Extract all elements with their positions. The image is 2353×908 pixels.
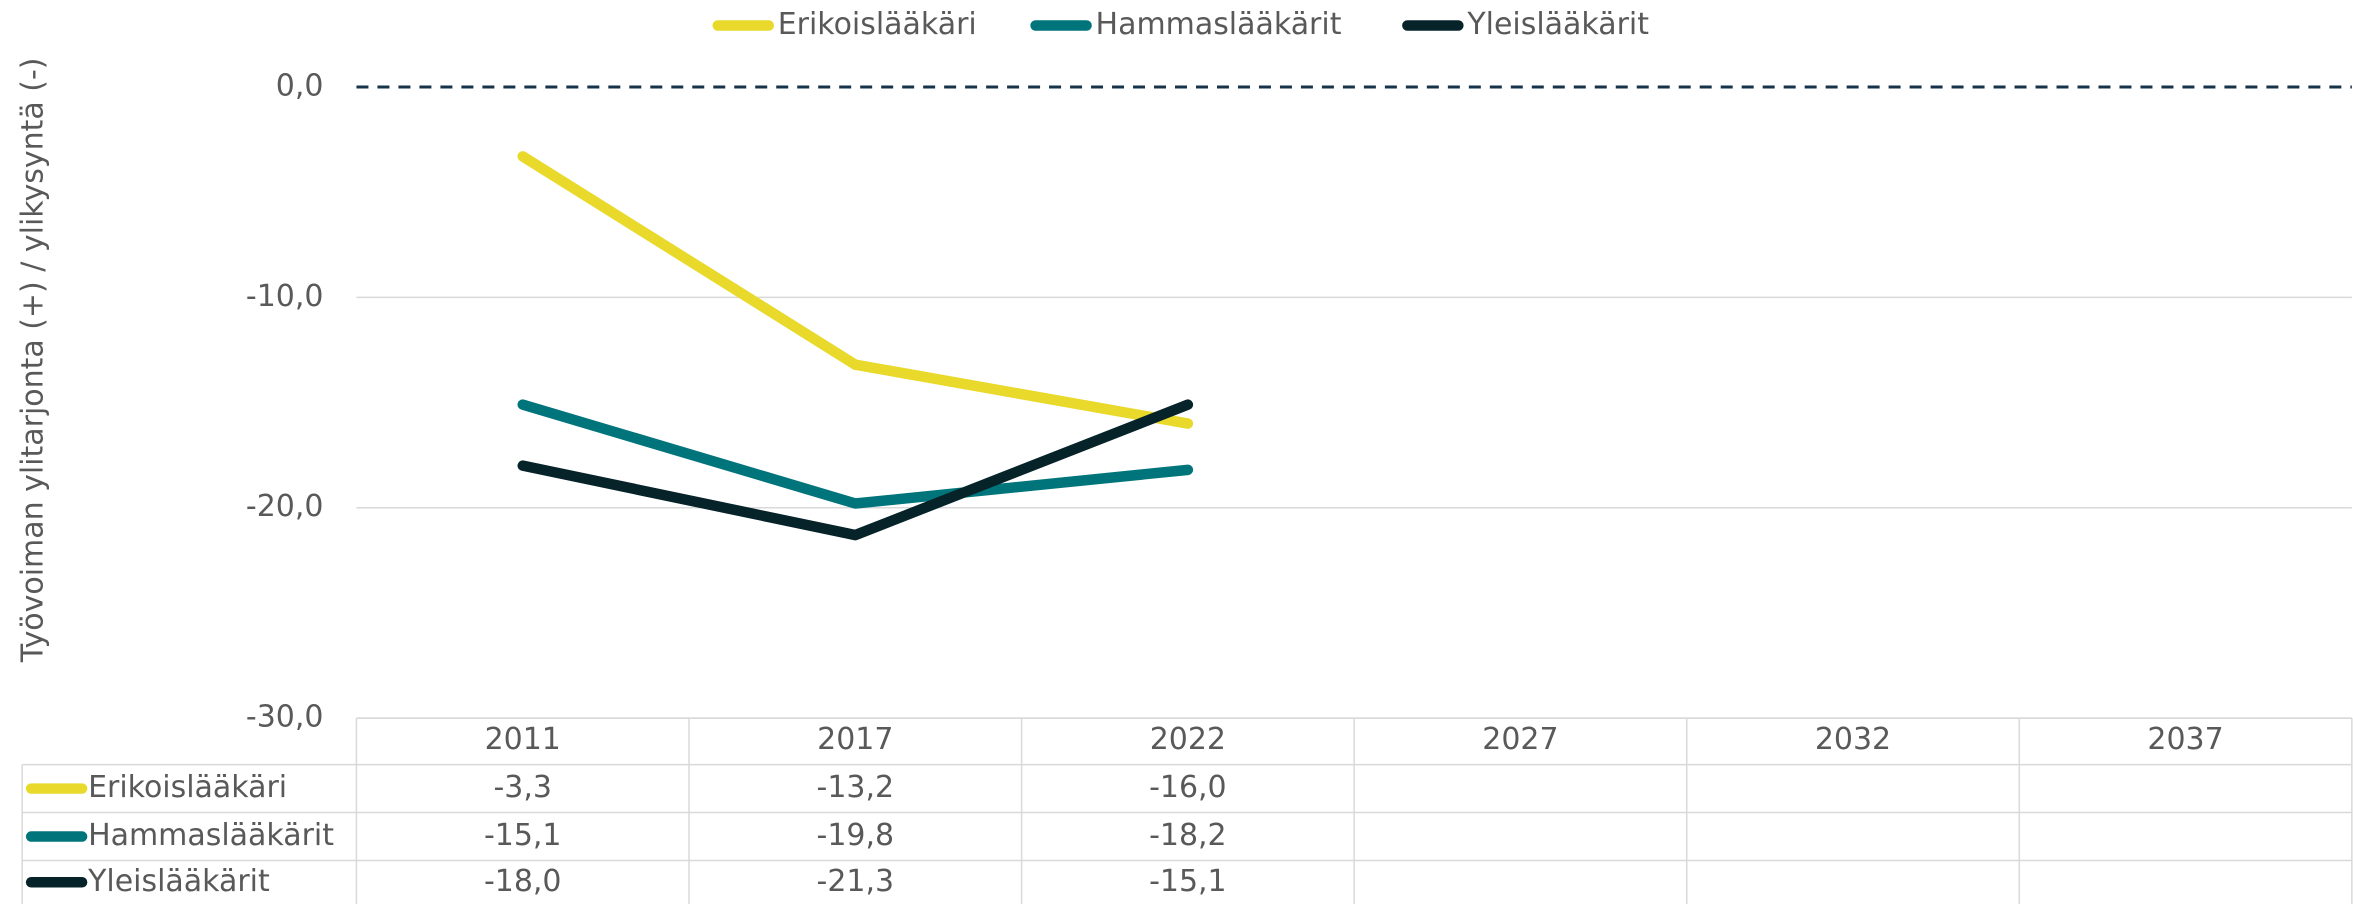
y-tick-label: -20,0 xyxy=(246,489,324,524)
x-tick-label: 2027 xyxy=(1482,722,1558,757)
legend-label: Hammaslääkärit xyxy=(1096,7,1342,42)
y-axis-label: Työvoiman ylitarjonta (+) / ylikysyntä (… xyxy=(16,58,51,664)
legend-label: Erikoislääkäri xyxy=(778,7,977,42)
line-series xyxy=(517,151,1194,429)
table-value: -18,0 xyxy=(484,864,562,899)
legend-label: Yleislääkärit xyxy=(1466,7,1649,42)
table-value: -18,2 xyxy=(1149,818,1227,853)
x-tick-label: 2022 xyxy=(1150,722,1226,757)
y-tick-label: -10,0 xyxy=(246,279,324,314)
line-series xyxy=(517,399,1194,541)
table-value: -19,8 xyxy=(817,818,895,853)
line-series xyxy=(517,399,1194,509)
table-row-label: Hammaslääkärit xyxy=(88,818,334,853)
x-tick-label: 2011 xyxy=(485,722,561,757)
table-row-label: Erikoislääkäri xyxy=(88,770,287,805)
table-value: -21,3 xyxy=(817,864,895,899)
y-tick-label: 0,0 xyxy=(276,68,324,103)
table-value: -16,0 xyxy=(1149,770,1227,805)
table-row-label: Yleislääkärit xyxy=(87,864,270,899)
x-tick-label: 2017 xyxy=(817,722,893,757)
table-value: -15,1 xyxy=(484,818,562,853)
table-value: -3,3 xyxy=(493,770,551,805)
x-tick-label: 2037 xyxy=(2147,722,2223,757)
y-tick-label: -30,0 xyxy=(246,700,324,735)
table-value: -13,2 xyxy=(817,770,895,805)
x-tick-label: 2032 xyxy=(1815,722,1891,757)
table-value: -15,1 xyxy=(1149,864,1227,899)
